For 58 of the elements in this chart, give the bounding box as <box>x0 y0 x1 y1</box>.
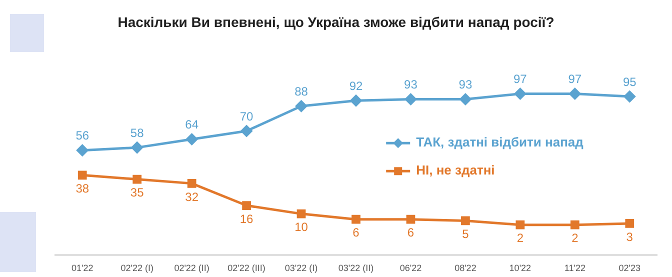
x-tick-label: 10'22 <box>509 263 532 274</box>
data-label: 97 <box>568 72 582 86</box>
point <box>625 219 634 228</box>
data-label: 2 <box>516 231 524 246</box>
point <box>460 94 472 106</box>
data-label: 10 <box>294 220 308 234</box>
point <box>131 142 143 154</box>
data-label: 32 <box>185 190 199 204</box>
data-label: 58 <box>130 126 144 140</box>
point <box>624 90 636 102</box>
data-label: 6 <box>407 226 414 240</box>
data-label: 70 <box>240 109 254 124</box>
point <box>404 94 416 106</box>
data-label: 97 <box>514 72 528 86</box>
x-tick-label: 02'22 (II) <box>174 263 210 274</box>
chart-title: Наскільки Ви впевнені, що Україна зможе відбити напад росії? <box>116 14 556 30</box>
data-label: 6 <box>352 226 360 240</box>
point <box>570 220 580 230</box>
data-label: 64 <box>185 118 199 132</box>
point <box>406 214 416 224</box>
point <box>514 88 526 100</box>
data-label: 35 <box>130 186 144 200</box>
x-tick-label: 03'22 (I) <box>284 263 318 274</box>
point <box>350 94 362 106</box>
data-label: 3 <box>626 230 634 244</box>
point <box>296 209 306 218</box>
data-label: 5 <box>462 227 470 242</box>
x-tick-label: 02'22 (III) <box>228 263 266 274</box>
point <box>461 216 470 226</box>
x-tick-label: 03'22 (II) <box>338 263 374 274</box>
point <box>240 125 252 137</box>
point <box>186 134 198 146</box>
point <box>296 100 308 112</box>
point <box>516 220 525 230</box>
point <box>352 214 360 224</box>
x-tick-label: 01'22 <box>71 263 94 274</box>
point <box>569 88 581 100</box>
point <box>132 174 142 184</box>
data-label: 95 <box>622 74 637 89</box>
data-label: 93 <box>458 78 472 92</box>
data-label: 38 <box>76 181 90 196</box>
data-label: 2 <box>572 231 579 246</box>
data-label: 92 <box>349 78 363 93</box>
point <box>78 170 87 180</box>
data-label: 16 <box>240 212 254 226</box>
data-label: 93 <box>404 78 418 92</box>
x-tick-label: 08'22 <box>454 263 476 274</box>
point <box>76 144 88 156</box>
x-tick-label: 02'23 <box>618 263 641 274</box>
x-tick-label: 06'22 <box>400 263 422 274</box>
x-tick-label: 11'22 <box>564 263 586 274</box>
x-tick-label: 02'22 (I) <box>120 263 154 274</box>
point <box>242 201 251 210</box>
data-label: 56 <box>76 128 90 143</box>
data-label: 88 <box>294 84 308 98</box>
legend-label: НІ, не здатні <box>416 162 495 178</box>
point <box>187 179 196 188</box>
legend-label: ТАК, здатні відбити напад <box>416 134 584 150</box>
